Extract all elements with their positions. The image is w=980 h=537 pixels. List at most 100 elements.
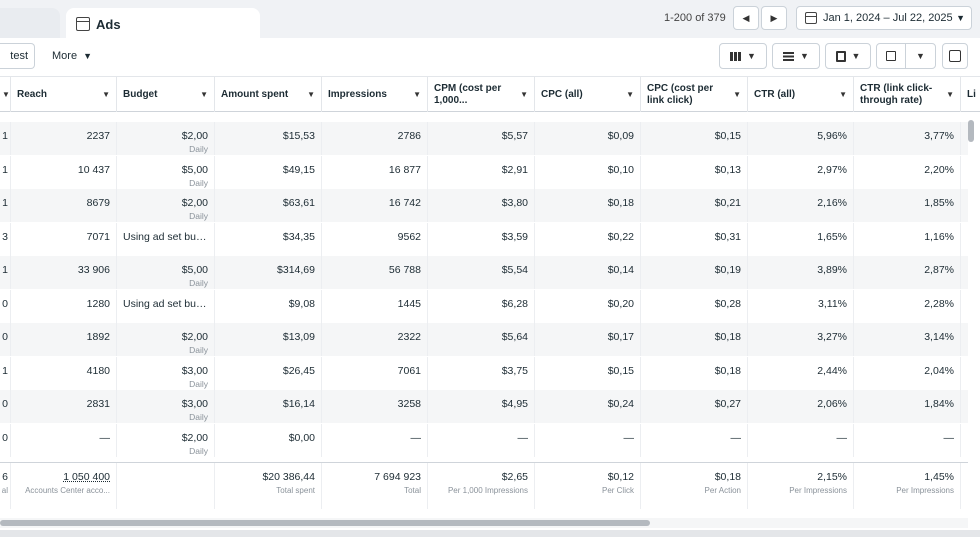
table-row[interactable]: 1 8679 $2,00 Daily $63,61 16 742 $3,80 $0,18 $0,… — [0, 189, 968, 222]
date-range-picker[interactable]: Jan 1, 2024 – Jul 22, 2025 ▼ — [796, 6, 972, 30]
cell-ctr-all: 2,06% — [748, 390, 854, 423]
cell-value: $0,19 — [714, 264, 741, 276]
cell-value: 16 877 — [388, 163, 421, 176]
charts-button[interactable] — [942, 43, 968, 69]
cell-budget[interactable]: $2,00 Daily — [117, 122, 215, 155]
cell-ctr-all: 2,44% — [748, 356, 854, 390]
caret-down-icon: ▼ — [956, 13, 965, 23]
column-header-label: Reach — [17, 88, 48, 100]
cell-reach: 4180 — [11, 356, 117, 390]
total-reach-value[interactable]: 1 050 400 — [63, 471, 110, 483]
more-label: More — [52, 50, 78, 62]
column-header-amount-spent[interactable]: Amount spent ▼ — [215, 77, 322, 112]
table-row[interactable]: 3 7071 Using ad set bu… $34,35 9562 $3,59 $0,2… — [0, 222, 968, 256]
cell-value: 1,65% — [817, 230, 847, 243]
table-row[interactable]: 1 2237 $2,00 Daily $15,53 2786 $5,57 $0,09 $0,15… — [0, 122, 968, 155]
cell-value: $26,45 — [282, 364, 315, 377]
export-button[interactable]: ▼ — [876, 43, 936, 69]
cell-budget[interactable]: Using ad set bu… — [117, 222, 215, 256]
cell-value: $2,00 — [181, 431, 208, 444]
cell-value: 3,11% — [818, 297, 847, 310]
cell-value: — — [517, 431, 529, 444]
vertical-scrollbar[interactable] — [968, 120, 974, 142]
cell-budget[interactable]: $2,00 Daily — [117, 189, 215, 222]
cell-value: 1 — [2, 197, 8, 209]
cell-ctr-link: 1,85% — [854, 189, 961, 222]
column-header-budget[interactable]: Budget ▼ — [117, 77, 215, 112]
ab-test-button[interactable]: test — [0, 43, 35, 69]
cell-budget[interactable]: $2,00 Daily — [117, 423, 215, 457]
cell-value: $5,54 — [501, 264, 528, 276]
cell-value: 8679 — [86, 197, 110, 209]
column-header-reach[interactable]: Reach ▼ — [11, 77, 117, 112]
next-page-button[interactable]: ▶ — [761, 6, 787, 30]
cell-budget[interactable]: $5,00 Daily — [117, 256, 215, 289]
chart-icon — [949, 50, 961, 62]
cell-value: $3,00 — [181, 364, 208, 377]
cell-value: $314,69 — [277, 264, 315, 276]
cell-value: $0,28 — [714, 297, 741, 310]
column-header-link-clicks[interactable]: Li — [961, 77, 980, 112]
cell-value: 2,06% — [817, 398, 847, 410]
cell-reach: 2831 — [11, 390, 117, 423]
cell-reach: 2237 — [11, 122, 117, 155]
column-header-cpc-all[interactable]: CPC (all) ▼ — [535, 77, 641, 112]
table-row[interactable]: 0 1280 Using ad set bu… $9,08 1445 $6,28 $0,20… — [0, 289, 968, 323]
cell-ctr-link: — — [854, 423, 961, 457]
cell-value: — — [730, 431, 742, 444]
bottom-strip — [0, 530, 980, 537]
ab-test-label: test — [10, 50, 28, 62]
horizontal-scrollbar[interactable] — [0, 520, 650, 526]
cell-spent: $13,09 — [215, 323, 322, 356]
reports-button[interactable]: ▼ — [825, 43, 871, 69]
cell-budget[interactable]: Using ad set bu… — [117, 289, 215, 323]
column-header-edge[interactable]: ▼ — [0, 77, 11, 112]
tab-ads[interactable]: Ads — [66, 8, 260, 40]
cell-value: $0,22 — [607, 230, 634, 243]
cell-budget[interactable]: $2,00 Daily — [117, 323, 215, 356]
column-header-ctr-all[interactable]: CTR (all) ▼ — [748, 77, 854, 112]
top-bar: Ads 1-200 of 379 ◀ ▶ Jan 1, 2024 – Jul 2… — [0, 0, 980, 40]
calendar-icon — [805, 12, 817, 24]
cell-value: 2,28% — [924, 297, 954, 310]
cell-budget[interactable]: $5,00 Daily — [117, 155, 215, 189]
previous-page-button[interactable]: ◀ — [733, 6, 759, 30]
table-row[interactable]: 1 33 906 $5,00 Daily $314,69 56 788 $5,54 $0,14… — [0, 256, 968, 289]
total-edge-sub: al — [1, 486, 8, 495]
budget-period: Daily — [189, 412, 208, 422]
cell-edge: 0 — [0, 289, 11, 323]
cell-impr: 56 788 — [322, 256, 428, 289]
table-row[interactable]: 1 4180 $3,00 Daily $26,45 7061 $3,75 $0,15 $0,18… — [0, 356, 968, 390]
budget-period: Daily — [189, 177, 208, 188]
cell-value: $0,18 — [714, 364, 741, 377]
table-row[interactable]: 0 1892 $2,00 Daily $13,09 2322 $5,64 $0,17 $0,18… — [0, 323, 968, 356]
table-row[interactable]: 0 — $2,00 Daily $0,00 — — — — — — — [0, 423, 968, 457]
cell-ctr-link: 2,28% — [854, 289, 961, 323]
caret-down-icon[interactable]: ▼ — [916, 51, 925, 61]
column-header-label: CTR (link click-through rate) — [860, 82, 933, 106]
column-header-ctr-link[interactable]: CTR (link click-through rate) ▼ — [854, 77, 961, 112]
cell-cpc-link: $0,19 — [641, 256, 748, 289]
cell-ctr-all: 2,97% — [748, 155, 854, 189]
cell-budget[interactable]: $3,00 Daily — [117, 390, 215, 423]
breakdown-button[interactable]: ▼ — [772, 43, 820, 69]
ads-tab-icon — [76, 17, 90, 31]
column-header-cpc-link[interactable]: CPC (cost per link click) ▼ — [641, 77, 748, 112]
cell-cpc-all: — — [535, 423, 641, 457]
table-row[interactable]: 1 10 437 $5,00 Daily $49,15 16 877 $2,91 $0,10 $… — [0, 155, 968, 189]
more-button[interactable]: More ▼ — [44, 43, 100, 69]
tab-ad-sets[interactable] — [0, 8, 60, 38]
cell-value: $13,09 — [282, 331, 315, 343]
cell-value: $0,13 — [714, 163, 741, 176]
date-range-label: Jan 1, 2024 – Jul 22, 2025 — [823, 12, 953, 24]
cell-value: $2,00 — [181, 331, 208, 343]
cell-value: 3258 — [397, 398, 421, 410]
cell-value: 9562 — [397, 230, 421, 243]
cell-cpm: $2,91 — [428, 155, 535, 189]
cell-budget[interactable]: $3,00 Daily — [117, 356, 215, 390]
cell-cpm: $4,95 — [428, 390, 535, 423]
table-row[interactable]: 0 2831 $3,00 Daily $16,14 3258 $4,95 $0,24 $0,27… — [0, 390, 968, 423]
column-header-impressions[interactable]: Impressions ▼ — [322, 77, 428, 112]
column-header-cpm[interactable]: CPM (cost per 1,000... ▼ — [428, 77, 535, 112]
columns-button[interactable]: ▼ — [719, 43, 767, 69]
